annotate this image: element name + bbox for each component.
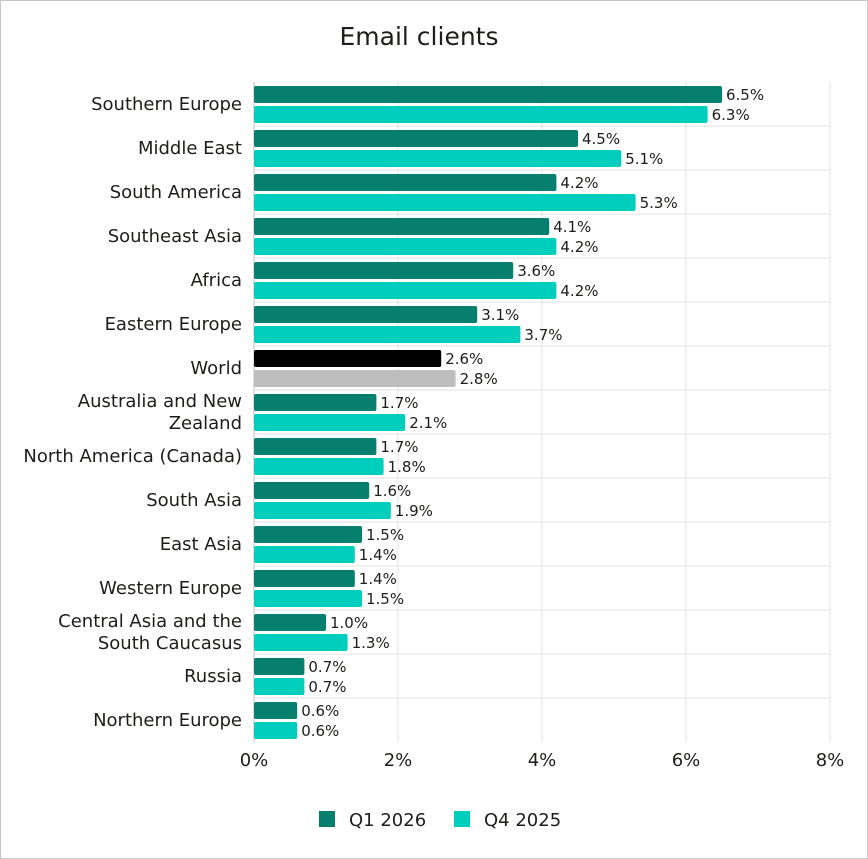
category-label: Southern Europe: [91, 94, 242, 115]
x-tick-label: 0%: [240, 750, 269, 771]
bar-q4-2025: [254, 546, 355, 563]
bar-q4-2025: [254, 282, 557, 299]
bar-q1-2026: [254, 86, 722, 103]
data-label: 4.2%: [560, 282, 598, 300]
data-label: 2.6%: [445, 350, 483, 368]
category-label: Central Asia and the South Caucasus: [58, 611, 242, 654]
bar-q4-2025: [254, 502, 391, 519]
data-label: 0.6%: [301, 702, 339, 720]
data-label: 4.1%: [553, 218, 591, 236]
x-axis-ticks: 0% 2% 4% 6% 8%: [240, 750, 845, 771]
grid-lines: [253, 82, 831, 742]
category-label: Middle East: [138, 138, 242, 159]
bar-q1-2026: [254, 218, 550, 235]
data-label: 4.2%: [560, 238, 598, 256]
bar-q1-2026: [254, 702, 298, 719]
bar-q1-2026: [254, 482, 370, 499]
data-labels: 6.5% 6.3% 4.5% 5.1% 4.2% 5.3% 4.1% 4.2% 3.6% 4.2%…: [301, 86, 764, 740]
bar-q4-2025: [254, 238, 557, 255]
bar-q4-2025: [254, 150, 622, 167]
category-separators: [254, 125, 830, 699]
bar-q4-2025: [254, 722, 298, 739]
bar-q1-2026: [254, 614, 326, 631]
data-label: 1.0%: [330, 614, 368, 632]
data-label: 1.3%: [352, 634, 390, 652]
data-label: 0.7%: [308, 658, 346, 676]
data-label: 1.7%: [380, 438, 418, 456]
data-label: 1.8%: [388, 458, 426, 476]
category-label: South Asia: [146, 490, 242, 511]
bar-q4-2025: [254, 106, 708, 123]
category-label: East Asia: [160, 534, 242, 555]
category-label: World: [190, 358, 242, 379]
bar-q4-2025: [254, 634, 348, 651]
category-label: Australia and New Zealand: [78, 391, 242, 434]
data-label: 1.7%: [380, 394, 418, 412]
x-tick-label: 4%: [528, 750, 557, 771]
bar-q4-2025: [254, 458, 384, 475]
category-label: South America: [110, 182, 242, 203]
data-label: 1.4%: [359, 570, 397, 588]
data-label: 1.4%: [359, 546, 397, 564]
data-label: 3.7%: [524, 326, 562, 344]
data-label: 1.5%: [366, 590, 404, 608]
data-label: 1.9%: [395, 502, 433, 520]
bar-q1-2026: [254, 306, 478, 323]
data-label: 4.5%: [582, 130, 620, 148]
bar-q1-2026: [254, 130, 578, 147]
bar-q4-2025: [254, 326, 521, 343]
data-label: 6.3%: [712, 106, 750, 124]
data-label: 0.7%: [308, 678, 346, 696]
category-label: Russia: [184, 666, 242, 687]
legend-label-q1-2026: Q1 2026: [349, 810, 426, 831]
chart-title: Email clients: [340, 22, 499, 51]
category-label: Southeast Asia: [108, 226, 242, 247]
category-label: Eastern Europe: [105, 314, 242, 335]
bar-q1-2026: [254, 262, 514, 279]
data-label: 5.3%: [640, 194, 678, 212]
x-tick-label: 2%: [384, 750, 413, 771]
legend-swatch-q4-2025: [454, 811, 470, 827]
category-label: Western Europe: [99, 578, 242, 599]
data-label: 0.6%: [301, 722, 339, 740]
data-label: 1.6%: [373, 482, 411, 500]
data-label: 3.1%: [481, 306, 519, 324]
data-label: 2.1%: [409, 414, 447, 432]
bar-q4-2025: [254, 678, 305, 695]
bar-q4-2025: [254, 414, 406, 431]
bar-world-q1-2026: [254, 350, 442, 367]
x-tick-label: 8%: [816, 750, 845, 771]
bar-q1-2026: [254, 174, 557, 191]
bar-q4-2025: [254, 590, 362, 607]
bar-q4-2025: [254, 194, 636, 211]
data-label: 2.8%: [460, 370, 498, 388]
category-label: Northern Europe: [93, 710, 242, 731]
category-labels: Southern Europe Middle East South America S…: [23, 94, 242, 731]
category-label: North America (Canada): [23, 446, 242, 467]
data-label: 3.6%: [517, 262, 555, 280]
x-tick-label: 6%: [672, 750, 701, 771]
category-label: Africa: [191, 270, 242, 291]
bar-q1-2026: [254, 570, 355, 587]
bar-q1-2026: [254, 526, 362, 543]
legend: Q1 2026 Q4 2025: [319, 810, 561, 831]
data-label: 6.5%: [726, 86, 764, 104]
legend-swatch-q1-2026: [319, 811, 335, 827]
bar-q1-2026: [254, 394, 377, 411]
bar-q1-2026: [254, 438, 377, 455]
legend-label-q4-2025: Q4 2025: [484, 810, 561, 831]
data-label: 1.5%: [366, 526, 404, 544]
data-label: 5.1%: [625, 150, 663, 168]
bars: [254, 86, 722, 739]
data-label: 4.2%: [560, 174, 598, 192]
bar-q1-2026: [254, 658, 305, 675]
bar-world-q4-2025: [254, 370, 456, 387]
